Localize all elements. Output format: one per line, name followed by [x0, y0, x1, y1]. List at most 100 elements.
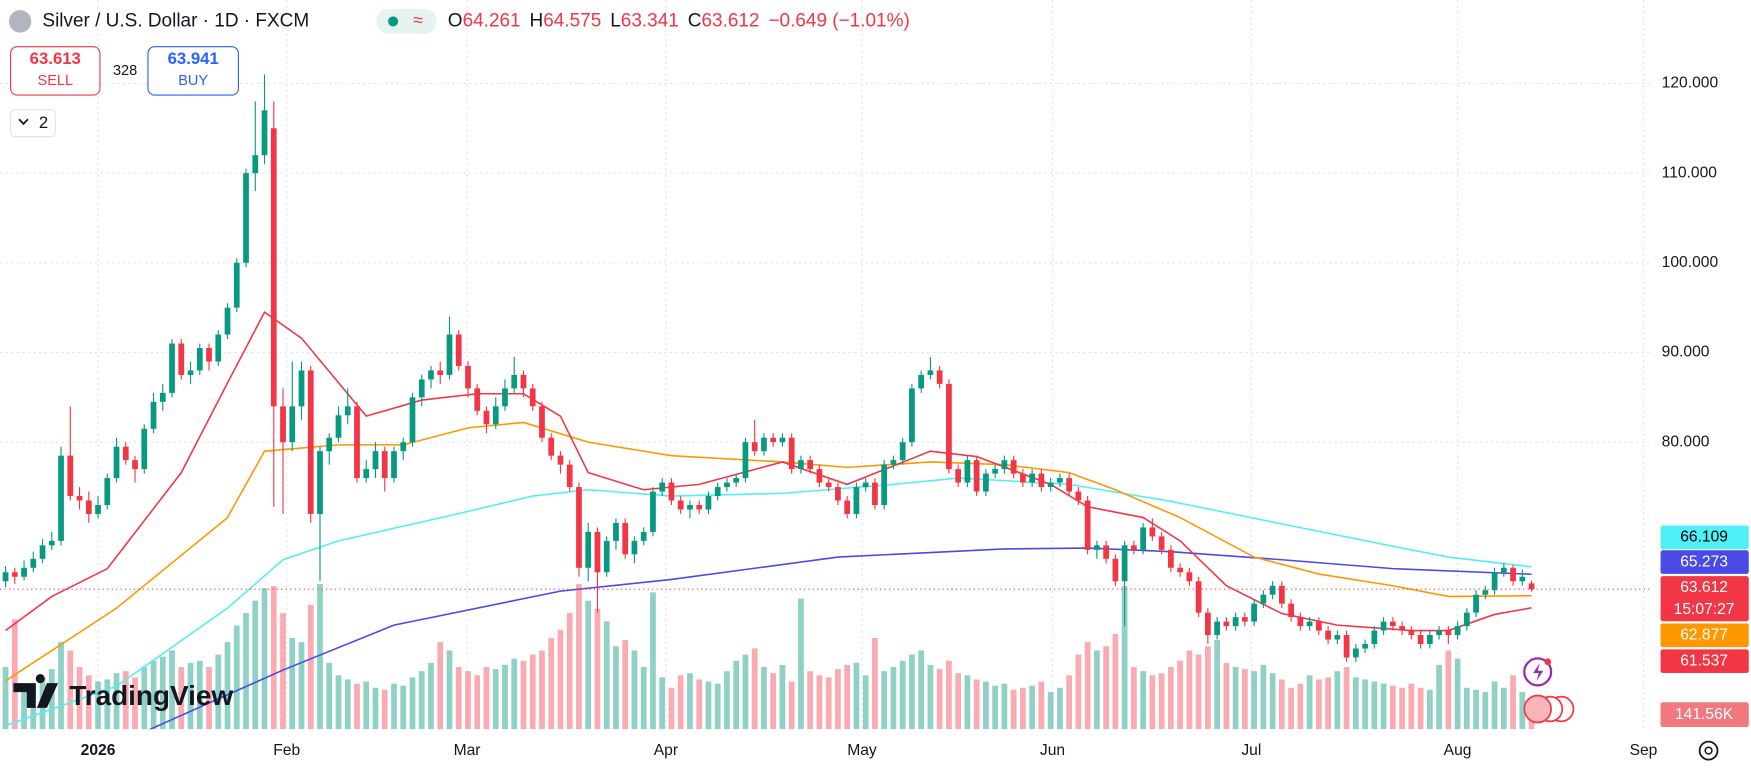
candle-body: [853, 487, 860, 514]
candle-body: [1417, 635, 1424, 645]
y-tick-label: 90.000: [1662, 344, 1710, 361]
candle-body: [1278, 585, 1285, 604]
candle-body: [1482, 590, 1489, 595]
sell-price: 63.613: [30, 49, 81, 68]
candle-body: [1288, 603, 1294, 618]
lightning-icon: [1533, 662, 1544, 681]
candle-body: [1103, 545, 1110, 559]
candle-body: [1352, 648, 1359, 658]
volume-bar: [890, 667, 897, 730]
candle-body: [372, 451, 379, 470]
settings-icon[interactable]: [1698, 740, 1719, 761]
volume-bar: [104, 679, 111, 730]
candle-body: [677, 500, 684, 510]
candle-body: [344, 406, 351, 416]
candle-body: [1473, 594, 1479, 613]
volume-bar: [788, 681, 795, 730]
y-tick-label: 100.000: [1662, 254, 1719, 271]
candle-body: [770, 437, 777, 443]
candle-body: [243, 173, 249, 263]
candle-body: [1121, 545, 1128, 582]
volume-bar: [1325, 677, 1331, 730]
volume-bar: [844, 664, 851, 730]
volume-bar: [1112, 633, 1119, 730]
candle-body: [696, 504, 703, 510]
candle-body: [224, 307, 231, 335]
candle-body: [862, 482, 869, 488]
volume-bar: [899, 660, 906, 730]
volume-bar: [326, 662, 333, 730]
volume-bar: [613, 646, 619, 730]
candle-body: [122, 446, 129, 461]
volume-bar: [1260, 664, 1267, 730]
volume-bar: [603, 621, 610, 730]
candle-body: [1399, 626, 1405, 631]
moving-average: [5, 421, 1532, 682]
volume-bar: [1038, 681, 1045, 730]
status-pill[interactable]: [376, 9, 437, 34]
volume-bar: [1177, 660, 1183, 730]
volume-bar: [270, 586, 277, 730]
candle-body: [206, 348, 212, 362]
candle-body: [381, 451, 388, 479]
volume-bar: [724, 671, 730, 730]
candle-body: [335, 415, 342, 438]
brand: TradingView: [13, 674, 233, 711]
x-tick-label: Apr: [654, 742, 678, 759]
candle-body: [1020, 473, 1026, 483]
candle-body: [1491, 572, 1498, 591]
volume-bar: [511, 658, 518, 730]
volume-bar: [529, 654, 536, 730]
volume-bar: [1426, 689, 1433, 730]
candle-body: [85, 500, 92, 514]
volume-bar: [622, 640, 629, 730]
sell-label: SELL: [38, 73, 73, 89]
candle-body: [576, 487, 582, 568]
candle-body: [76, 496, 83, 501]
candle-body: [1436, 630, 1442, 636]
candle-body: [585, 531, 592, 568]
candle-body: [872, 482, 878, 505]
volume-bar: [1343, 667, 1350, 730]
status-icon: ≈: [413, 10, 423, 30]
volume-bar: [1131, 667, 1137, 730]
candle-body: [1454, 626, 1461, 636]
candle-body: [548, 437, 555, 456]
volume-bar: [946, 660, 952, 730]
buy-label: BUY: [178, 73, 208, 89]
candle-body: [39, 545, 46, 559]
sell-button[interactable]: [10, 46, 101, 96]
volume-bar: [520, 660, 527, 730]
volume-bar: [122, 671, 129, 730]
candle-body: [1362, 644, 1368, 649]
indicators-toggle[interactable]: [10, 109, 56, 138]
volume-bar: [2, 667, 9, 730]
candle-body: [391, 451, 397, 479]
buy-button[interactable]: [147, 46, 239, 96]
volume-bar: [1315, 679, 1322, 730]
volume-bar: [243, 613, 249, 730]
candle-body: [779, 437, 786, 443]
candle-body: [511, 374, 518, 389]
candle-body: [261, 110, 268, 156]
volume-bar: [335, 675, 342, 730]
candle-body: [1057, 478, 1063, 483]
candle-body: [1084, 500, 1091, 550]
candle-body: [1223, 621, 1230, 627]
candle-body: [1463, 612, 1470, 627]
candle-body: [502, 388, 508, 407]
candle-body: [742, 442, 749, 479]
candle-body: [798, 460, 804, 470]
volume-bar: [178, 667, 185, 730]
volume-bar: [1334, 671, 1341, 730]
candle-body: [252, 155, 259, 174]
ohlc-letter: L: [610, 10, 621, 31]
candle-body: [1047, 482, 1054, 488]
volume-bar: [196, 660, 203, 730]
candle-body: [492, 406, 499, 425]
axes: 80.000 90.000 100.000 110.000 120.000 2026 Feb…: [0, 75, 1749, 759]
event-icon[interactable]: [1523, 694, 1552, 724]
ma-price-label-box: [1660, 550, 1749, 574]
volume-bar: [853, 662, 860, 730]
volume-bar: [742, 654, 749, 730]
